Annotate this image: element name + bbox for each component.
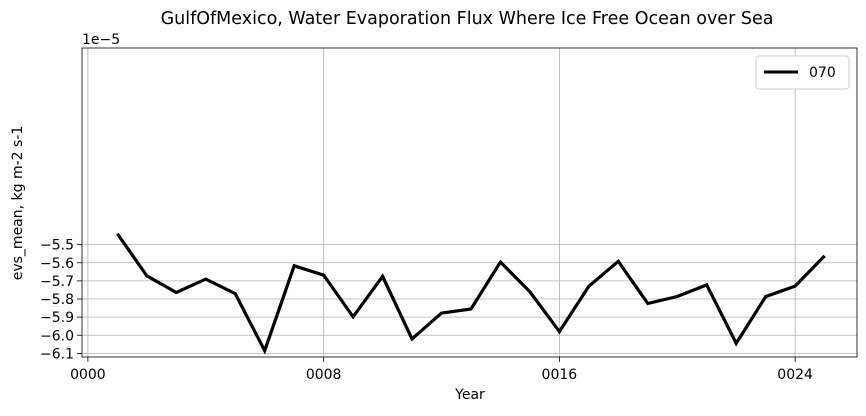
y-tick-label: −6.1 (40, 346, 74, 362)
x-tick-label: 0024 (777, 367, 813, 383)
legend-label-070: 070 (809, 65, 836, 81)
y-tick-label: −5.7 (40, 274, 74, 290)
series-line-070 (117, 234, 824, 351)
chart-title: GulfOfMexico, Water Evaporation Flux Whe… (161, 9, 774, 29)
x-axis-ticks: 0000 0008 0016 0024 (70, 357, 813, 383)
x-tick-label: 0008 (306, 367, 342, 383)
y-tick-label: −5.9 (40, 310, 74, 326)
y-tick-label: −5.8 (40, 292, 74, 308)
series-group (117, 234, 824, 351)
y-tick-label: −6.0 (40, 328, 74, 344)
x-axis-label: Year (454, 387, 485, 403)
y-offset-label: 1e−5 (82, 32, 120, 48)
x-tick-label: 0016 (542, 367, 578, 383)
y-tick-label: −5.5 (40, 238, 74, 254)
x-tick-label: 0000 (70, 367, 106, 383)
y-axis-label: evs_mean, kg m-2 s-1 (10, 126, 26, 281)
y-axis-ticks: −6.1 −6.0 −5.9 −5.8 −5.7 −5.6 −5.5 (40, 238, 82, 363)
y-tick-label: −5.6 (40, 256, 74, 272)
legend: 070 (756, 56, 849, 89)
